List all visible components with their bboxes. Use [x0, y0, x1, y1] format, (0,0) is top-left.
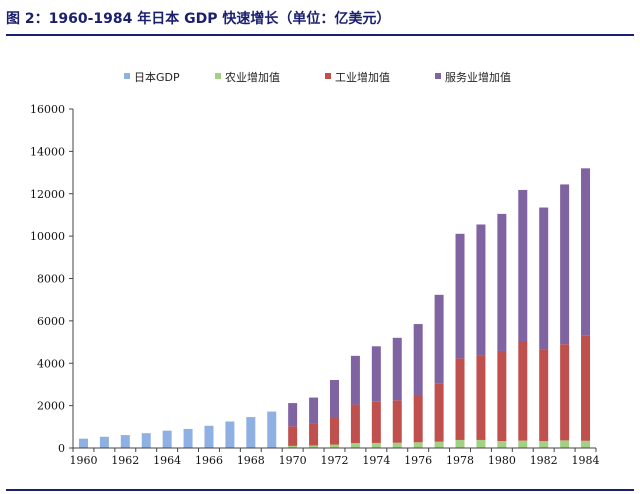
bar-segment-industry-1977	[434, 383, 444, 442]
x-axis: 1960 1962 1964 1966 1968 1970 1972 1974 1976 1978…	[69, 447, 600, 467]
bar-segment-agriculture-1984	[581, 440, 591, 448]
bar-segment-industry-1979	[476, 355, 486, 440]
legend-swatch	[124, 73, 130, 79]
y-tick-label: 8000	[37, 273, 65, 286]
x-tick-label: 1970	[279, 454, 307, 467]
bar-gdp-1963	[141, 433, 151, 448]
bar-segment-agriculture-1977	[434, 441, 444, 448]
legend-swatch	[215, 73, 221, 79]
y-tick-label: 2000	[37, 400, 65, 413]
y-tick-label: 10000	[30, 230, 65, 243]
bar-gdp-1964	[162, 430, 172, 448]
y-tick-label: 14000	[30, 145, 65, 158]
bar-gdp-1961	[99, 436, 109, 448]
bar-segment-services-1972	[330, 379, 339, 418]
bar-gdp-1965	[183, 428, 193, 448]
y-tick-label: 16000	[30, 103, 65, 116]
bar-segment-agriculture-1974	[371, 442, 381, 448]
x-tick-label: 1974	[362, 454, 390, 467]
x-tick-label: 1980	[488, 454, 516, 467]
y-tick-label: 4000	[37, 357, 65, 370]
bar-segment-industry-1982	[539, 349, 549, 442]
x-tick-label: 1984	[572, 454, 600, 467]
bar-gdp-1966	[204, 425, 214, 448]
bar-segment-agriculture-1983	[560, 440, 570, 448]
chart-legend: 日本GDP 农业增加值 工业增加值 服务业增加值	[124, 70, 511, 84]
x-tick-label: 1960	[69, 454, 97, 467]
x-tick-label: 1972	[321, 454, 349, 467]
bar-segment-services-1977	[434, 294, 444, 384]
figure-title: 图 2：1960-1984 年日本 GDP 快速增长（单位：亿美元）	[6, 11, 391, 27]
bar-segment-industry-1974	[371, 401, 381, 443]
bar-gdp-1962	[120, 435, 130, 448]
bar-gdp-1969	[267, 411, 277, 448]
legend-label: 工业增加值	[335, 70, 390, 84]
bar-segment-services-1976	[413, 324, 423, 396]
bar-segment-services-1971	[309, 397, 319, 424]
x-tick-label: 1968	[237, 454, 265, 467]
bar-segment-industry-1971	[309, 423, 319, 446]
bar-segment-agriculture-1975	[392, 442, 402, 448]
bar-gdp-1960	[78, 438, 88, 448]
bar-segment-agriculture-1973	[350, 443, 360, 448]
y-tick-label: 0	[58, 442, 65, 455]
legend-label: 农业增加值	[225, 70, 280, 84]
legend-item-gdp: 日本GDP	[124, 70, 180, 84]
title-underline	[6, 34, 634, 36]
legend-label: 服务业增加值	[445, 70, 511, 84]
bar-segment-services-1970	[288, 403, 298, 427]
bottom-rule	[6, 489, 634, 491]
y-axis: 0 2000 4000 6000 8000 10000 12000 14000 16000	[30, 103, 74, 455]
bar-segment-agriculture-1978	[455, 439, 465, 448]
bar-segment-services-1979	[476, 224, 486, 356]
bar-segment-services-1984	[581, 168, 591, 336]
bar-segment-agriculture-1971	[309, 445, 319, 448]
bar-segment-industry-1973	[350, 404, 360, 444]
bar-segment-agriculture-1980	[497, 441, 507, 448]
legend-item-services: 服务业增加值	[435, 70, 511, 84]
bar-segment-services-1980	[497, 213, 507, 351]
bar-segment-services-1981	[518, 189, 528, 342]
x-tick-label: 1966	[195, 454, 223, 467]
y-tick-label: 6000	[37, 315, 65, 328]
x-tick-label: 1976	[404, 454, 432, 467]
x-tick-label: 1964	[153, 454, 181, 467]
chart-bars	[78, 168, 591, 448]
bar-segment-agriculture-1981	[518, 440, 528, 448]
legend-item-industry: 工业增加值	[325, 70, 390, 84]
bar-gdp-1967	[225, 421, 235, 448]
bar-segment-services-1973	[350, 355, 360, 405]
bar-segment-industry-1984	[581, 335, 591, 441]
legend-swatch	[435, 73, 441, 79]
x-tick-label: 1978	[446, 454, 474, 467]
bar-segment-industry-1976	[413, 395, 423, 443]
bar-segment-services-1975	[392, 337, 402, 401]
bar-segment-industry-1978	[455, 358, 465, 440]
bar-gdp-1968	[246, 417, 256, 448]
bar-segment-agriculture-1970	[288, 445, 298, 448]
bar-segment-industry-1975	[392, 400, 402, 443]
y-tick-label: 12000	[30, 188, 65, 201]
legend-label: 日本GDP	[134, 70, 180, 84]
bar-segment-agriculture-1979	[476, 439, 486, 448]
bar-segment-agriculture-1976	[413, 442, 423, 448]
bar-segment-industry-1983	[560, 344, 570, 441]
bar-segment-services-1983	[560, 184, 570, 345]
x-tick-label: 1982	[530, 454, 558, 467]
x-tick-label: 1962	[111, 454, 139, 467]
bar-segment-services-1982	[539, 207, 549, 350]
bar-segment-industry-1972	[330, 417, 339, 445]
bar-segment-agriculture-1982	[539, 441, 549, 448]
bar-segment-services-1978	[455, 233, 465, 359]
legend-swatch	[325, 73, 331, 79]
bar-segment-industry-1981	[518, 341, 528, 441]
bar-segment-industry-1970	[288, 426, 298, 446]
bar-segment-agriculture-1972	[330, 444, 339, 448]
legend-item-agriculture: 农业增加值	[215, 70, 280, 84]
bar-segment-services-1974	[371, 346, 381, 402]
bar-segment-industry-1980	[497, 350, 507, 442]
